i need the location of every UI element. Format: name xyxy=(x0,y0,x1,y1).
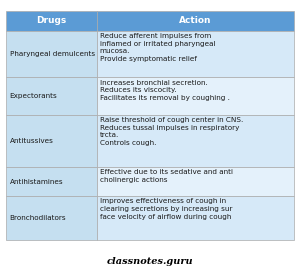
Bar xyxy=(6,196,97,240)
Text: Drugs: Drugs xyxy=(36,16,67,25)
Text: Reduce afferent impulses from
inflamed or irritated pharyngeal
mucosa.
Provide s: Reduce afferent impulses from inflamed o… xyxy=(100,33,215,62)
Bar xyxy=(6,167,97,196)
Text: Action: Action xyxy=(179,16,212,25)
Bar xyxy=(6,11,97,31)
Bar xyxy=(97,77,294,115)
Text: Antihistamines: Antihistamines xyxy=(10,179,63,184)
Text: Antitussives: Antitussives xyxy=(10,138,53,144)
Text: Raise threshold of cough center in CNS.
Reduces tussal impulses in respiratory
t: Raise threshold of cough center in CNS. … xyxy=(100,117,243,146)
Bar xyxy=(97,31,294,77)
Bar xyxy=(6,31,97,77)
Bar xyxy=(6,77,97,115)
Bar xyxy=(97,11,294,31)
Bar xyxy=(97,115,294,167)
Text: Increases bronchial secretion.
Reduces its viscocity.
Facilitates its removal by: Increases bronchial secretion. Reduces i… xyxy=(100,80,230,101)
Text: Pharyngeal demulcents: Pharyngeal demulcents xyxy=(10,51,95,57)
Bar xyxy=(6,115,97,167)
Bar xyxy=(97,167,294,196)
Text: Effective due to its sedative and anti
cholinergic actions: Effective due to its sedative and anti c… xyxy=(100,169,233,183)
Text: Expectorants: Expectorants xyxy=(10,93,57,99)
Text: Improves effectiveness of cough in
clearing secretions by increasing sur
face ve: Improves effectiveness of cough in clear… xyxy=(100,198,232,220)
Text: classnotes.guru: classnotes.guru xyxy=(107,257,193,266)
Bar xyxy=(97,196,294,240)
Text: Bronchodilators: Bronchodilators xyxy=(10,215,66,221)
